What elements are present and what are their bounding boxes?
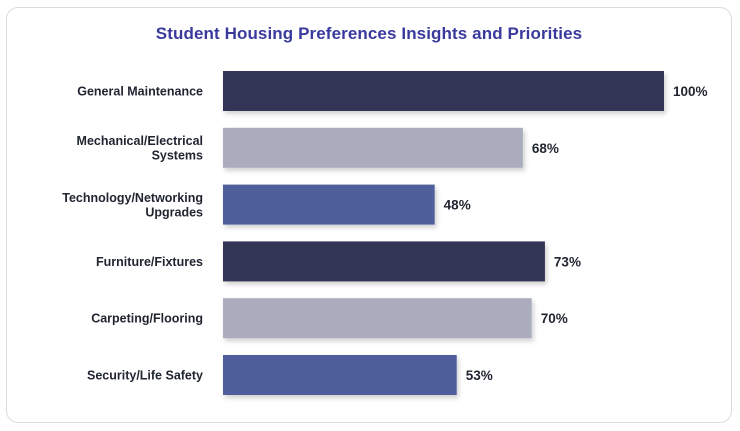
- value-label-2: 68%: [532, 141, 559, 156]
- category-label-5: Carpeting/Flooring: [91, 312, 203, 326]
- bar-4: [223, 241, 545, 282]
- value-label-6: 53%: [466, 368, 493, 383]
- bar-5: [223, 298, 532, 339]
- value-label-4: 73%: [554, 254, 581, 269]
- category-label-4: Furniture/Fixtures: [96, 255, 203, 269]
- category-label-6: Security/Life Safety: [87, 369, 203, 383]
- category-label-2: Mechanical/Electrical Systems: [77, 134, 203, 163]
- bar-6: [223, 355, 457, 395]
- category-label-1: General Maintenance: [77, 85, 203, 99]
- bar-3: [223, 184, 435, 225]
- value-label-1: 100%: [673, 84, 708, 99]
- bar-1: [223, 71, 664, 111]
- value-label-5: 70%: [541, 311, 568, 326]
- bar-2: [223, 127, 523, 168]
- category-label-3: Technology/Networking Upgrades: [62, 191, 203, 220]
- chart-title: Student Housing Preferences Insights and…: [155, 24, 583, 43]
- value-label-3: 48%: [444, 198, 471, 213]
